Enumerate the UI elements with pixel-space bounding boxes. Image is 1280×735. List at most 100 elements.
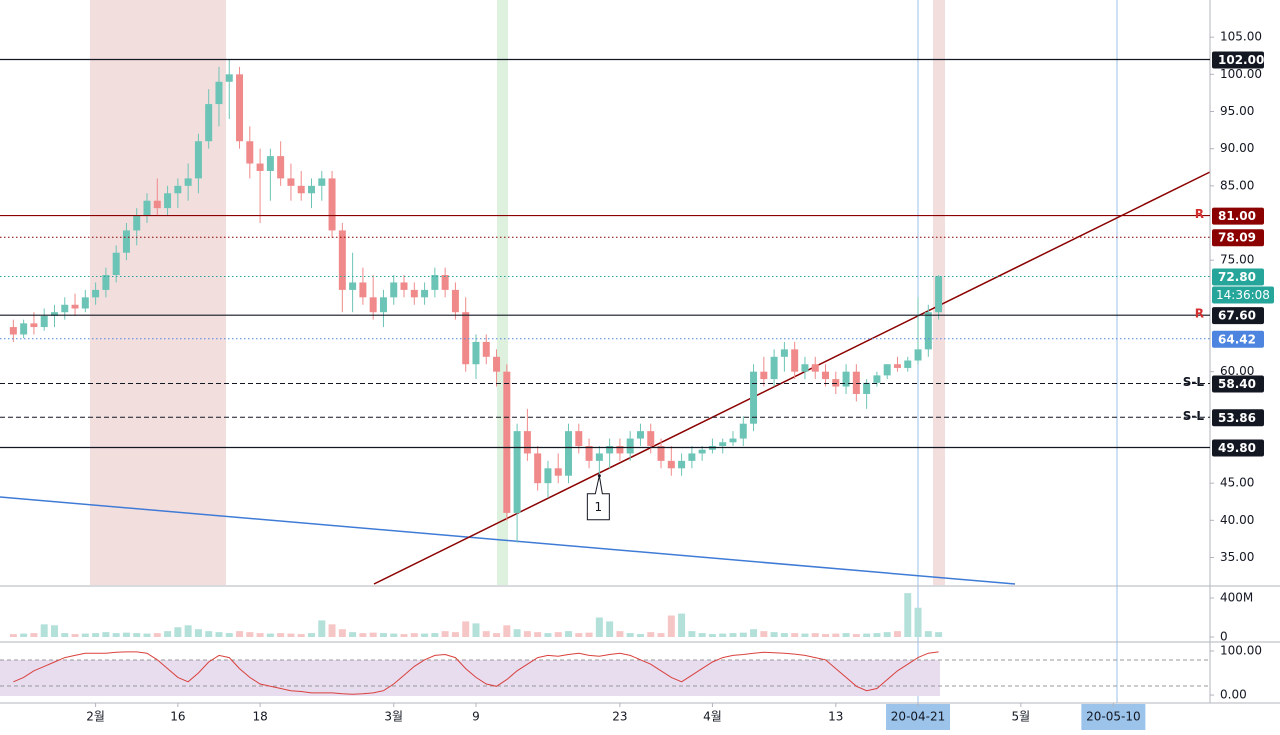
- candle-body: [688, 453, 696, 461]
- volume-bar: [92, 633, 100, 637]
- candle-body: [225, 74, 233, 82]
- candle-body: [616, 445, 624, 454]
- level-label: 78.09: [1218, 231, 1256, 245]
- candle-body: [61, 304, 69, 313]
- candle-body: [842, 371, 850, 387]
- candle-body: [338, 230, 346, 290]
- candle-body: [369, 297, 377, 313]
- candle-body: [904, 360, 912, 368]
- volume-bar: [410, 633, 418, 637]
- candle-body: [873, 375, 881, 383]
- candle-body: [544, 468, 552, 484]
- volume-bar: [462, 621, 470, 637]
- volume-bar: [935, 632, 943, 637]
- candle-body: [770, 356, 778, 380]
- y-tick-label: 100.00: [1220, 67, 1262, 81]
- volume-bar: [708, 634, 716, 637]
- volume-bar: [400, 634, 408, 637]
- volume-bar: [71, 634, 79, 637]
- x-tick-label: 16: [170, 710, 185, 724]
- candle-body: [811, 364, 819, 372]
- volume-bar: [50, 625, 58, 637]
- candle-body: [565, 431, 573, 476]
- candle-body: [81, 297, 89, 309]
- candle-body: [122, 230, 130, 253]
- volume-bar: [194, 629, 202, 637]
- candle-body: [9, 327, 17, 335]
- volume-bar: [565, 631, 573, 637]
- volume-bar: [606, 621, 614, 637]
- candle-body: [236, 74, 244, 142]
- volume-bar: [647, 632, 655, 637]
- x-tick-label: 20-05-10: [1086, 710, 1140, 724]
- volume-bar: [534, 632, 542, 637]
- candle-body: [20, 323, 28, 335]
- volume-bar: [842, 633, 850, 637]
- candle-body: [112, 252, 120, 276]
- volume-bar: [667, 615, 675, 637]
- candle-body: [133, 215, 141, 231]
- candle-body: [102, 275, 110, 290]
- volume-bar: [122, 632, 130, 637]
- level-label-box: [1212, 375, 1264, 393]
- volume-bar: [20, 633, 28, 637]
- volume-bar: [390, 633, 398, 637]
- volume-bar: [143, 633, 151, 637]
- volume-bar: [482, 631, 490, 637]
- volume-bar: [780, 633, 788, 637]
- candle-body: [153, 200, 161, 209]
- candle-body: [164, 193, 172, 209]
- trend-line: [0, 496, 1016, 585]
- volume-bar: [174, 627, 182, 637]
- volume-bar: [554, 632, 562, 637]
- volume-bar: [379, 633, 387, 637]
- candle-body: [328, 178, 336, 231]
- volume-bar: [318, 620, 326, 637]
- x-tick-label: 4월: [703, 710, 722, 724]
- candle-body: [719, 442, 727, 446]
- candle-body: [472, 341, 480, 365]
- candle-body: [379, 297, 387, 313]
- volume-bar: [40, 624, 48, 637]
- level-label-box: [1212, 307, 1264, 325]
- volume-bar: [236, 631, 244, 637]
- candle-body: [194, 141, 202, 179]
- volume-bar: [688, 631, 696, 637]
- volume-bar: [369, 632, 377, 637]
- volume-bar: [133, 633, 141, 637]
- x-tick-label: 13: [828, 710, 843, 724]
- y-tick-label: 35.00: [1220, 550, 1254, 564]
- volume-bar: [112, 633, 120, 637]
- volume-bar: [328, 624, 336, 637]
- x-tick-label: 9: [472, 710, 480, 724]
- candle-body: [678, 460, 686, 469]
- candle-body: [750, 371, 758, 424]
- volume-bar: [863, 633, 871, 637]
- volume-bar: [513, 629, 521, 637]
- volume-bar: [277, 633, 285, 637]
- volume-bar: [616, 631, 624, 637]
- candle-body: [349, 282, 357, 290]
- candle-body: [215, 81, 223, 105]
- volume-bar: [852, 634, 860, 637]
- callout: [586, 475, 610, 521]
- volume-bar: [914, 607, 922, 637]
- candle-body: [287, 178, 295, 186]
- volume-bar: [81, 633, 89, 637]
- candle-body: [822, 371, 830, 380]
- volume-bar: [30, 633, 38, 637]
- volume-tick-label: 400M: [1220, 590, 1253, 604]
- volume-bar: [297, 634, 305, 637]
- volume-bar: [102, 632, 110, 637]
- level-label-box: [1212, 268, 1264, 286]
- candle-body: [893, 364, 901, 368]
- candle-body: [791, 349, 799, 372]
- x-tick-label: 18: [252, 710, 267, 724]
- level-label: 72.80: [1218, 270, 1256, 284]
- volume-bar: [472, 623, 480, 637]
- candle-body: [924, 312, 932, 350]
- volume-bar: [431, 633, 439, 637]
- candle-body: [739, 423, 747, 439]
- oscillator-line: [13, 651, 939, 695]
